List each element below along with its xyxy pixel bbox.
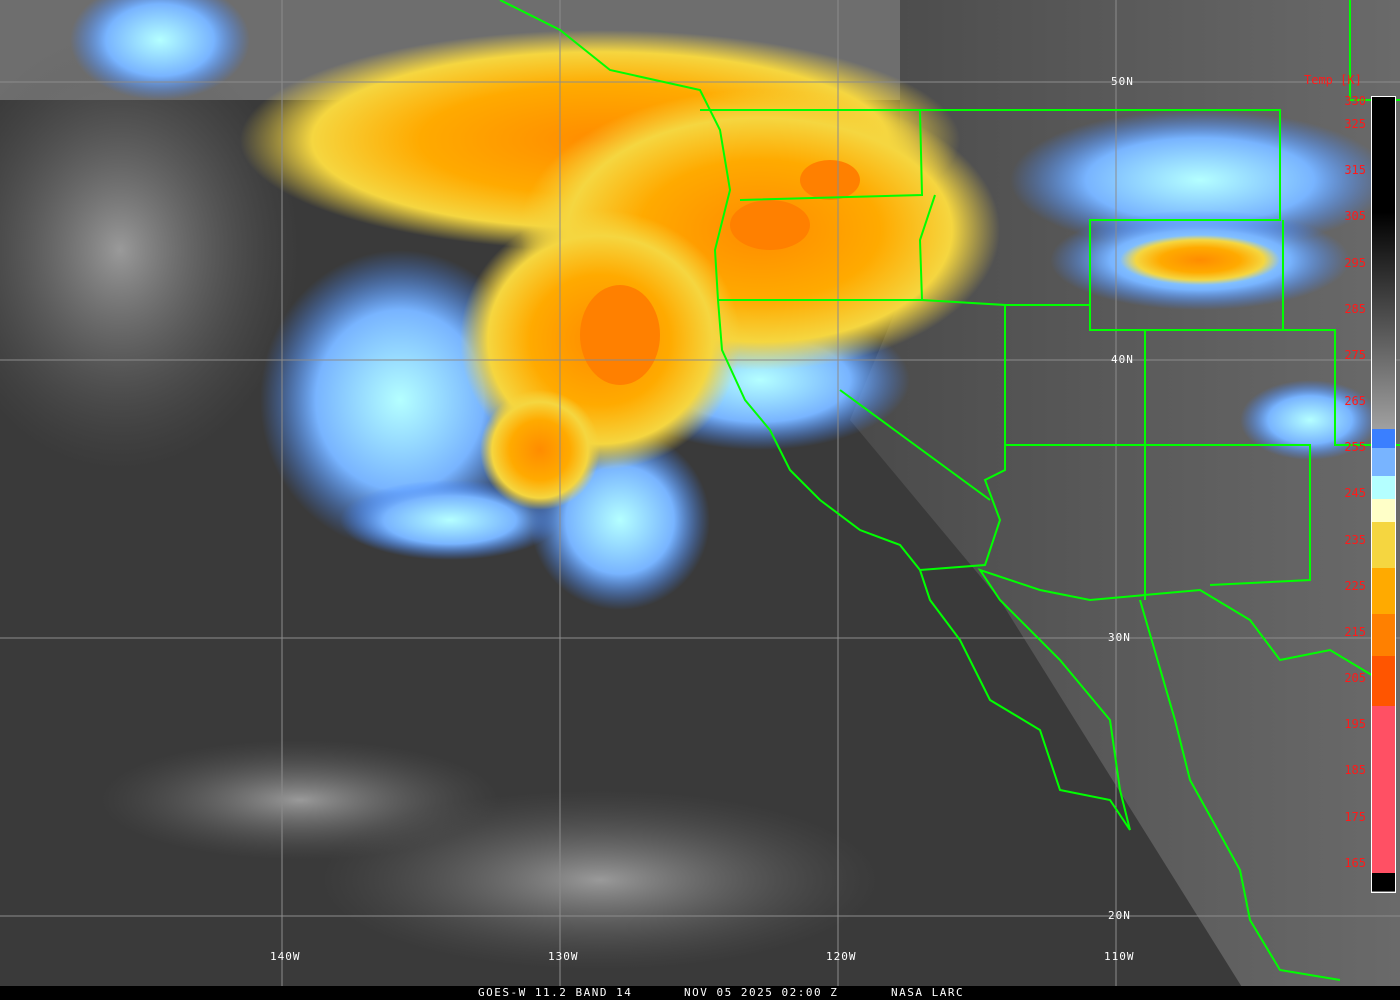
colorbar-segment <box>1372 872 1395 891</box>
colorbar-tick-label: 225 <box>1344 578 1366 593</box>
caption-datetime: NOV 05 2025 02:00 Z <box>684 986 839 999</box>
colorbar-tick-label: 215 <box>1344 624 1366 639</box>
colorbar-tick-label: 235 <box>1344 532 1366 547</box>
colorbar-segment <box>1372 706 1395 873</box>
colorbar-tick-label: 285 <box>1344 301 1366 316</box>
colorbar-tick-label: 255 <box>1344 440 1366 455</box>
colorbar-tick-label: 185 <box>1344 763 1366 778</box>
colorbar-segment <box>1372 97 1395 213</box>
colorbar-tick-label: 245 <box>1344 486 1366 501</box>
colorbar-tick-label: 205 <box>1344 671 1366 686</box>
colorbar-tick-label: 165 <box>1344 855 1366 870</box>
temperature-colorbar <box>1371 96 1396 893</box>
caption-satellite: GOES-W 11.2 BAND 14 <box>478 986 633 999</box>
colorbar-segment <box>1372 567 1395 615</box>
colorbar-tick-label: 305 <box>1344 209 1366 224</box>
colorbar-title: Temp [K] <box>1304 73 1362 87</box>
colorbar-segment <box>1372 655 1395 707</box>
lat-label-40n: 40N <box>1111 353 1134 366</box>
colorbar-segment <box>1372 429 1395 448</box>
colorbar-tick-label: 330 <box>1344 94 1366 108</box>
colorbar-tick-label: 265 <box>1344 394 1366 409</box>
caption-source: NASA LARC <box>891 986 965 999</box>
colorbar-segment <box>1372 212 1395 430</box>
colorbar-tick-label: 325 <box>1344 117 1366 132</box>
colorbar-segment <box>1372 614 1395 656</box>
colorbar-segment <box>1372 498 1395 522</box>
lon-label-120w: 120W <box>826 950 857 963</box>
colorbar-tick-label: 275 <box>1344 347 1366 362</box>
colorbar-tick-label: 195 <box>1344 717 1366 732</box>
lon-label-110w: 110W <box>1104 950 1135 963</box>
colorbar-tick-label: 175 <box>1344 809 1366 824</box>
lon-label-140w: 140W <box>270 950 301 963</box>
lat-label-50n: 50N <box>1111 75 1134 88</box>
colorbar-tick-label: 315 <box>1344 163 1366 178</box>
lon-label-130w: 130W <box>548 950 579 963</box>
lat-label-30n: 30N <box>1108 631 1131 644</box>
colorbar-segment <box>1372 447 1395 476</box>
colorbar-segment <box>1372 475 1395 499</box>
image-caption: GOES-W 11.2 BAND 14 NOV 05 2025 02:00 Z … <box>0 986 1400 1000</box>
lat-label-20n: 20N <box>1108 909 1131 922</box>
colorbar-segment <box>1372 521 1395 568</box>
colorbar-tick-label: 295 <box>1344 255 1366 270</box>
